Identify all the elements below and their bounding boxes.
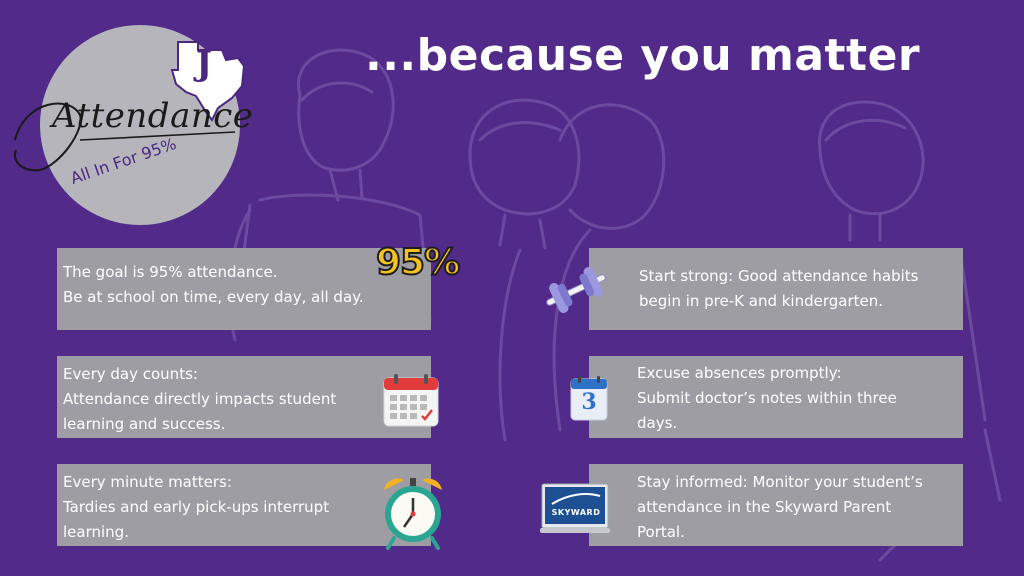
- 95-percent-badge: 95%: [375, 241, 461, 284]
- dumbbell-icon: [546, 267, 606, 313]
- calendar-3-icon: 3: [570, 375, 608, 421]
- info-card-start-strong: Start strong: Good attendance habits beg…: [589, 248, 963, 330]
- logo-letter: J: [196, 44, 213, 84]
- info-card-every-day: Every day counts: Attendance directly im…: [57, 356, 431, 438]
- calendar-icon: [383, 374, 439, 427]
- card-text-line: The goal is 95% attendance.: [63, 263, 278, 281]
- card-text-line: learning and success.: [63, 415, 226, 433]
- card-text-line: Start strong: Good attendance habits: [639, 267, 919, 285]
- calendar-day-number: 3: [581, 389, 597, 415]
- skyward-logo-text: SKYWARD: [551, 508, 601, 517]
- card-text-line: days.: [637, 414, 678, 432]
- alarm-clock-icon: [384, 478, 442, 550]
- card-text-line: Every day counts:: [63, 365, 198, 383]
- card-text-line: attendance in the Skyward Parent: [637, 498, 892, 516]
- card-text-line: Submit doctor’s notes within three: [637, 389, 897, 407]
- card-text-line: learning.: [63, 523, 129, 541]
- info-card-every-minute: Every minute matters: Tardies and early …: [57, 464, 431, 546]
- card-text-line: Stay informed: Monitor your student’s: [637, 473, 923, 491]
- info-card-goal: The goal is 95% attendance. Be at school…: [57, 248, 431, 330]
- card-text-line: Attendance directly impacts student: [63, 390, 337, 408]
- logo-script-text: Attendance: [52, 96, 254, 136]
- card-text-line: Portal.: [637, 523, 685, 541]
- texas-outline-icon: [170, 41, 246, 122]
- info-card-excuse-absences: Excuse absences promptly: Submit doctor’…: [589, 356, 963, 438]
- calendar-3-graphic: [570, 376, 608, 421]
- card-text-line: Every minute matters:: [63, 473, 232, 491]
- info-card-stay-informed: Stay informed: Monitor your student’s at…: [589, 464, 963, 546]
- laptop-graphic: [540, 483, 610, 533]
- page-title: ...because you matter: [365, 30, 921, 81]
- logo-graphic: [14, 41, 246, 172]
- card-text-line: Be at school on time, every day, all day…: [63, 288, 364, 306]
- card-text-line: begin in pre-K and kindergarten.: [639, 292, 884, 310]
- card-text-line: Tardies and early pick-ups interrupt: [63, 498, 330, 516]
- skyward-laptop-icon: SKYWARD: [540, 482, 610, 534]
- card-text-line: Excuse absences promptly:: [637, 364, 842, 382]
